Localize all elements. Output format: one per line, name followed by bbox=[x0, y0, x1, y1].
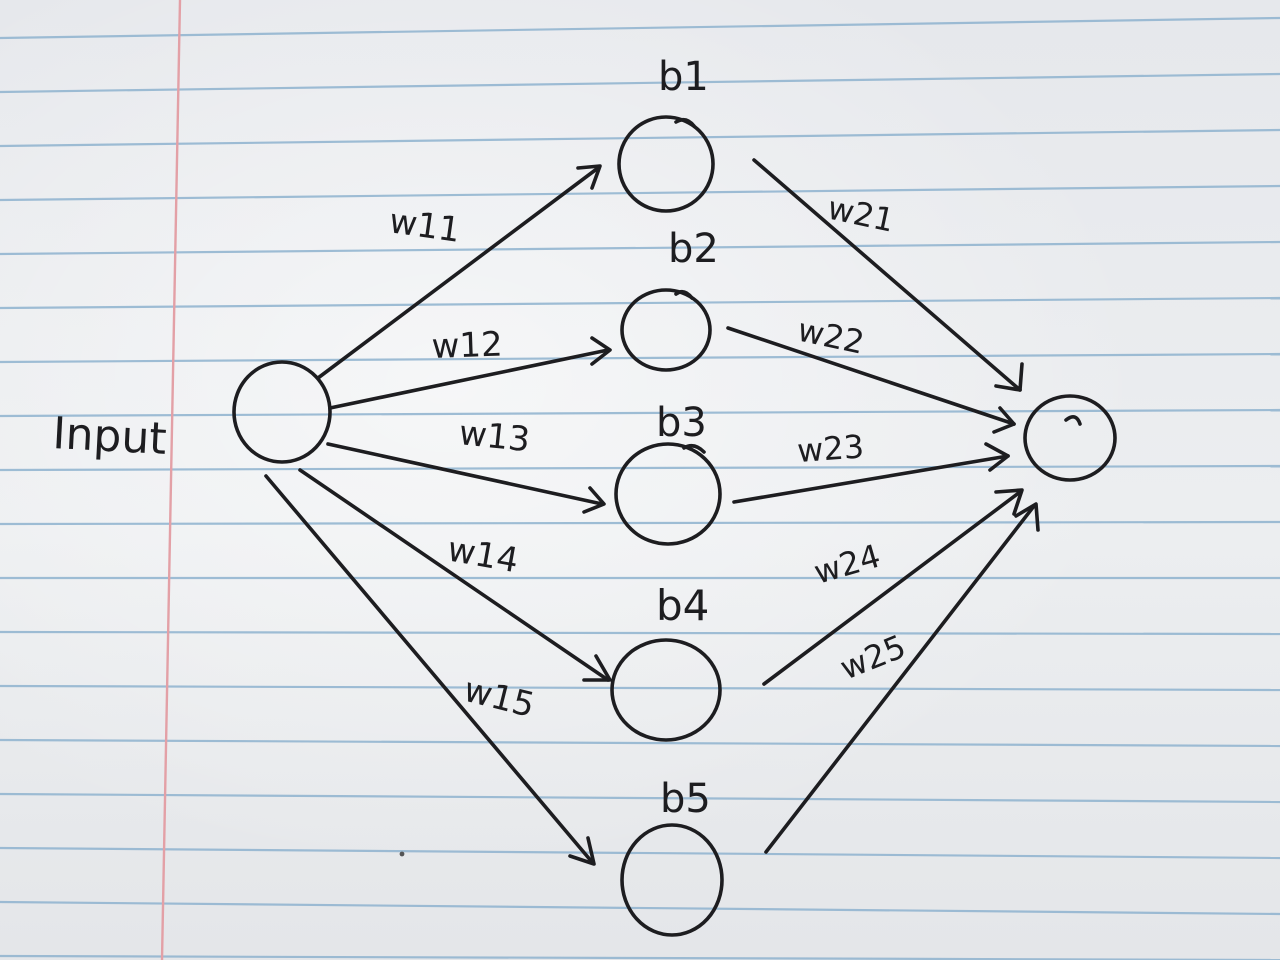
margin-line bbox=[160, 0, 182, 960]
edge-input-to-hidden-3 bbox=[326, 442, 606, 514]
bias-label-2: b2 bbox=[668, 226, 719, 272]
edge-input-to-hidden-5 bbox=[264, 474, 596, 866]
hidden-node-5 bbox=[620, 823, 724, 937]
edge-hidden-2-to-output bbox=[726, 326, 1016, 434]
edge-hidden-4-to-output bbox=[762, 488, 1024, 686]
edge-input-to-hidden-1 bbox=[316, 164, 602, 380]
weight-label-w13: w13 bbox=[457, 413, 532, 460]
weight-label-w23: w23 bbox=[796, 427, 865, 470]
weight-label-w11: w11 bbox=[387, 201, 463, 251]
edge-input-to-hidden-4 bbox=[298, 468, 612, 682]
bias-label-5: b5 bbox=[660, 776, 711, 822]
input-label: Input bbox=[51, 408, 167, 465]
weight-label-w14: w14 bbox=[444, 529, 521, 581]
ruled-lines bbox=[0, 16, 1280, 960]
bias-label-1: b1 bbox=[658, 54, 709, 100]
hidden-node-4 bbox=[610, 638, 722, 742]
hidden-node-3 bbox=[614, 442, 722, 546]
edge-hidden-3-to-output bbox=[732, 442, 1010, 504]
bias-label-4: b4 bbox=[656, 581, 709, 630]
edge-hidden-1-to-output bbox=[752, 158, 1024, 392]
hidden-node-2 bbox=[620, 288, 712, 372]
hidden-node-1 bbox=[617, 115, 715, 213]
weight-label-w12: w12 bbox=[431, 325, 503, 367]
edge-input-to-hidden-2 bbox=[328, 336, 612, 410]
output-node bbox=[1023, 394, 1117, 482]
weight-label-w24: w24 bbox=[810, 537, 885, 592]
input-node bbox=[232, 360, 332, 464]
edge-hidden-5-to-output bbox=[764, 502, 1040, 854]
pencil-dot bbox=[399, 851, 405, 857]
bias-label-3: b3 bbox=[656, 400, 707, 446]
